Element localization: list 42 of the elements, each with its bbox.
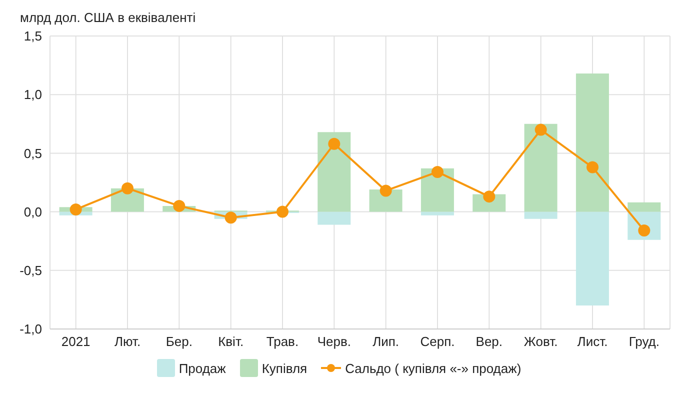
y-axis-title: млрд дол. США в еквіваленті [20,10,196,25]
y-tick-label: 1,0 [24,87,42,102]
x-tick-label: Серп. [420,334,455,350]
y-tick-label: 0,0 [24,204,42,220]
bar [576,74,609,212]
bar [318,132,351,212]
x-tick-label: Трав. [266,334,299,350]
point [70,203,82,216]
bar [420,168,454,212]
point [380,184,392,197]
bar [524,124,558,212]
bar [524,212,558,219]
legend-label: Сальдо ( купівля «-» продаж) [345,360,522,376]
x-tick-label: Квіт. [218,334,244,350]
bar [318,212,351,225]
bar [576,212,609,306]
point [534,124,547,136]
x-tick-label: Вер. [476,334,503,350]
legend-label: Купівля [262,360,308,376]
y-tick-label: 0,5 [24,146,42,161]
bar [628,202,661,212]
point [328,138,340,150]
y-tick-label: -0,5 [20,263,42,278]
x-tick-label: Лип. [372,334,400,350]
x-tick-label: Лист. [577,334,608,350]
x-tick-label: Черв. [317,334,351,350]
point [432,166,444,178]
point [276,206,288,218]
x-tick-label: Груд. [628,334,660,350]
point [586,161,598,174]
x-tick-label: 2021 [61,334,90,350]
x-tick-label: Жовт. [524,334,558,350]
x-tick-label: Лют. [114,334,141,350]
point [122,182,134,194]
y-tick-label: 1,5 [24,28,42,44]
y-tick-label: -1,0 [20,322,42,337]
bar [369,190,402,212]
x-tick-label: Бер. [166,334,192,350]
bar [420,212,454,216]
point [224,212,237,224]
point [173,200,186,212]
legend-label: Продаж [178,360,226,376]
